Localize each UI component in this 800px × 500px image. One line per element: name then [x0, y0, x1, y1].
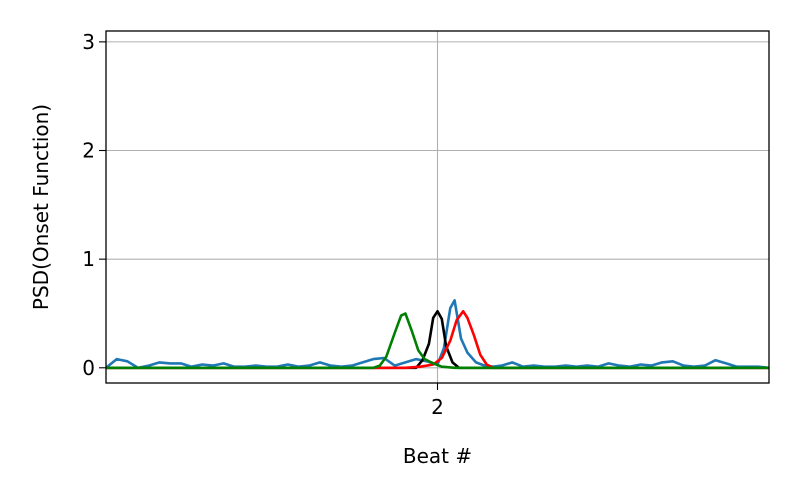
axis-ticks: 0 1 2 3 2	[82, 30, 444, 419]
y-tick-label: 1	[82, 247, 95, 271]
y-tick-label: 3	[82, 30, 95, 54]
y-tick-label: 2	[82, 139, 95, 163]
grid-lines	[106, 31, 769, 383]
series-line-4	[106, 312, 769, 370]
y-tick-label: 0	[82, 356, 95, 380]
x-axis-label: Beat #	[403, 444, 472, 468]
x-tick-label: 2	[431, 395, 444, 419]
series-line-3	[106, 309, 769, 370]
series-line-1	[106, 299, 769, 370]
plot-series	[106, 299, 769, 370]
y-axis-label: PSD(Onset Function)	[29, 104, 53, 310]
